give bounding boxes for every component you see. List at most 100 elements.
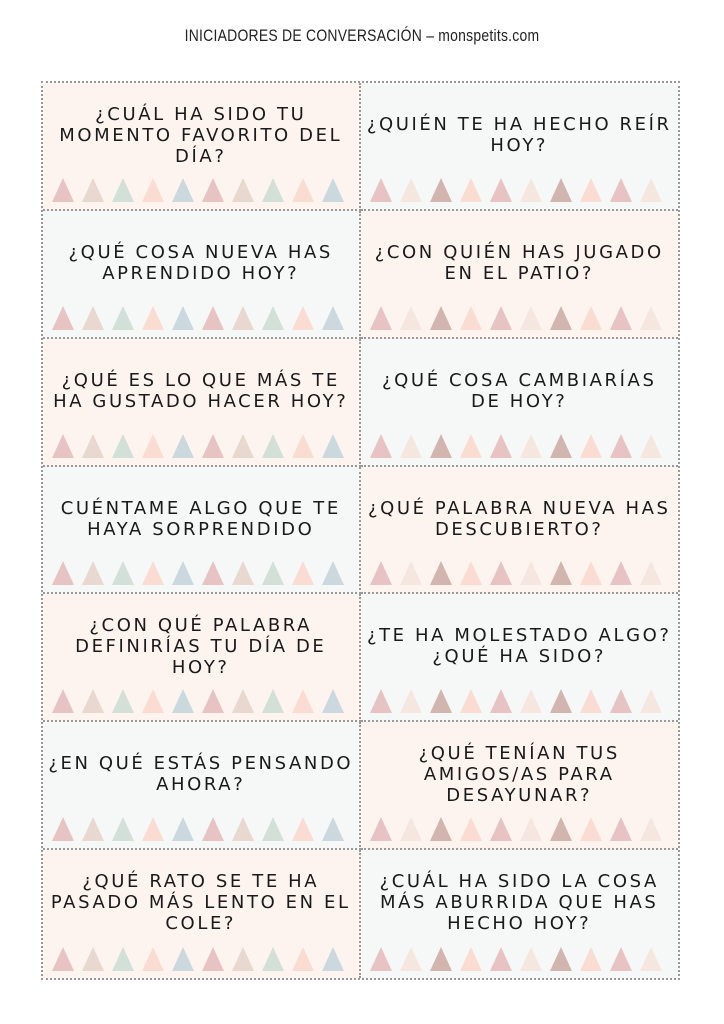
triangle-icon xyxy=(549,433,572,458)
triangle-icon xyxy=(292,946,314,971)
triangle-icon xyxy=(112,689,134,714)
triangle-icon xyxy=(519,305,542,330)
triangle-icon xyxy=(292,177,314,202)
triangle-icon xyxy=(292,305,314,330)
triangle-icon xyxy=(172,946,194,971)
triangle-icon xyxy=(489,817,512,842)
triangle-icon xyxy=(489,561,512,586)
conversation-card: ¿Quién te ha hecho reír hoy? xyxy=(360,83,678,211)
card-question: ¿Qué es lo que más te ha gustado hacer h… xyxy=(53,369,349,412)
triangle-icon xyxy=(262,177,284,202)
triangle-icon xyxy=(52,817,74,842)
triangle-icon xyxy=(262,689,284,714)
triangle-icon xyxy=(579,177,602,202)
triangle-icon xyxy=(609,561,632,586)
conversation-card: ¿Qué cosa cambiarías de hoy? xyxy=(360,338,678,467)
triangle-border xyxy=(52,817,344,842)
triangle-icon xyxy=(369,305,392,330)
triangle-icon xyxy=(639,817,662,842)
card-question: ¿En qué estás pensando ahora? xyxy=(48,753,354,796)
triangle-icon xyxy=(292,689,314,714)
card-grid: ¿Cuál ha sido tu momento favorito del dí… xyxy=(41,81,680,980)
triangle-icon xyxy=(639,561,662,586)
triangle-icon xyxy=(262,946,284,971)
triangle-icon xyxy=(459,305,482,330)
triangle-icon xyxy=(232,946,254,971)
conversation-card: Cuéntame algo que te haya sorprendido xyxy=(43,466,361,595)
conversation-card: ¿Qué tenían tus amigos/as para desayunar… xyxy=(360,722,678,851)
card-question: ¿Qué cosa cambiarías de hoy? xyxy=(382,369,657,412)
triangle-icon xyxy=(519,177,542,202)
triangle-icon xyxy=(429,177,452,202)
triangle-icon xyxy=(639,689,662,714)
card-question: ¿Cuál ha sido la cosa más aburrida que h… xyxy=(379,870,659,934)
triangle-icon xyxy=(459,817,482,842)
triangle-icon xyxy=(609,817,632,842)
card-question: ¿Te ha molestado algo? ¿Qué ha sido? xyxy=(366,625,672,668)
triangle-icon xyxy=(399,817,422,842)
conversation-card: ¿Con qué palabra definirías tu día de ho… xyxy=(43,594,361,723)
triangle-icon xyxy=(399,433,422,458)
triangle-icon xyxy=(322,433,344,458)
triangle-icon xyxy=(262,817,284,842)
card-question: ¿Con qué palabra definirías tu día de ho… xyxy=(75,614,327,678)
triangle-icon xyxy=(369,561,392,586)
triangle-icon xyxy=(82,433,104,458)
triangle-icon xyxy=(579,561,602,586)
page-title: INICIADORES DE CONVERSACIÓN – monspetits… xyxy=(184,26,540,45)
triangle-border xyxy=(52,433,344,458)
triangle-icon xyxy=(399,689,422,714)
conversation-card: ¿Con quién has jugado en el patio? xyxy=(360,210,678,339)
triangle-icon xyxy=(579,305,602,330)
triangle-icon xyxy=(489,946,512,971)
triangle-icon xyxy=(639,946,662,971)
triangle-icon xyxy=(579,946,602,971)
triangle-icon xyxy=(322,561,344,586)
triangle-icon xyxy=(142,177,164,202)
triangle-icon xyxy=(202,177,224,202)
triangle-icon xyxy=(489,177,512,202)
triangle-icon xyxy=(142,433,164,458)
triangle-icon xyxy=(429,305,452,330)
conversation-card: ¿Qué es lo que más te ha gustado hacer h… xyxy=(43,338,361,467)
conversation-card: ¿Te ha molestado algo? ¿Qué ha sido? xyxy=(360,594,678,723)
triangle-icon xyxy=(262,305,284,330)
triangle-icon xyxy=(489,433,512,458)
triangle-border xyxy=(52,561,344,586)
triangle-icon xyxy=(82,817,104,842)
triangle-border xyxy=(369,946,662,971)
triangle-icon xyxy=(202,689,224,714)
card-question: Cuéntame algo que te haya sorprendido xyxy=(60,497,341,540)
triangle-icon xyxy=(172,817,194,842)
triangle-icon xyxy=(292,433,314,458)
triangle-icon xyxy=(82,946,104,971)
triangle-icon xyxy=(142,817,164,842)
triangle-icon xyxy=(489,305,512,330)
triangle-icon xyxy=(549,946,572,971)
triangle-icon xyxy=(142,689,164,714)
triangle-icon xyxy=(549,561,572,586)
triangle-icon xyxy=(369,177,392,202)
triangle-border xyxy=(52,177,344,202)
triangle-icon xyxy=(202,305,224,330)
card-question: ¿Qué tenían tus amigos/as para desayunar… xyxy=(418,742,620,806)
triangle-icon xyxy=(232,305,254,330)
triangle-icon xyxy=(399,946,422,971)
triangle-icon xyxy=(202,946,224,971)
triangle-icon xyxy=(112,177,134,202)
triangle-icon xyxy=(52,689,74,714)
triangle-icon xyxy=(519,561,542,586)
triangle-icon xyxy=(639,177,662,202)
triangle-icon xyxy=(232,433,254,458)
triangle-icon xyxy=(519,433,542,458)
triangle-icon xyxy=(549,177,572,202)
triangle-border xyxy=(369,817,662,842)
triangle-icon xyxy=(262,561,284,586)
triangle-icon xyxy=(489,689,512,714)
triangle-icon xyxy=(172,305,194,330)
triangle-icon xyxy=(112,817,134,842)
triangle-icon xyxy=(52,433,74,458)
triangle-icon xyxy=(112,433,134,458)
triangle-icon xyxy=(52,561,74,586)
triangle-icon xyxy=(429,946,452,971)
